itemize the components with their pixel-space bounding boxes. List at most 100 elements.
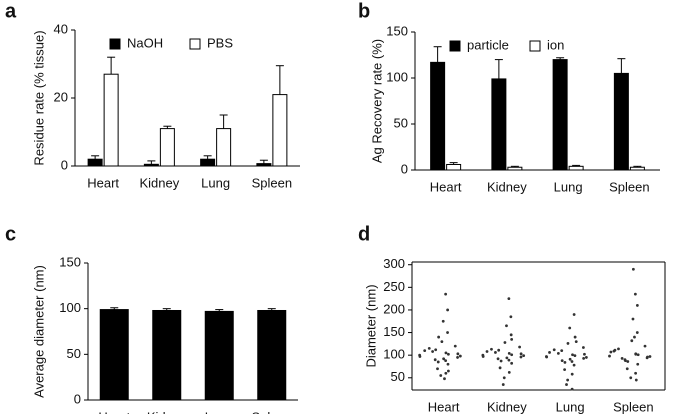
point bbox=[646, 355, 649, 359]
point bbox=[548, 351, 551, 354]
bar bbox=[257, 309, 287, 401]
y-tick-label: 150 bbox=[383, 324, 405, 339]
legend-label: PBS bbox=[207, 35, 233, 50]
point bbox=[518, 345, 522, 349]
bar bbox=[143, 163, 159, 167]
point bbox=[635, 331, 639, 334]
bar bbox=[159, 128, 175, 167]
point bbox=[444, 292, 448, 296]
point bbox=[634, 371, 637, 375]
legend-swatch bbox=[109, 38, 121, 50]
point bbox=[568, 326, 572, 330]
point bbox=[519, 352, 523, 356]
point bbox=[648, 355, 652, 358]
point bbox=[582, 356, 586, 360]
point bbox=[499, 359, 503, 363]
point bbox=[624, 359, 627, 363]
x-tick-label: Heart bbox=[428, 399, 460, 414]
y-tick-label: 150 bbox=[59, 254, 81, 269]
point bbox=[436, 360, 440, 364]
legend-label: particle bbox=[467, 37, 509, 52]
y-tick-label: 150 bbox=[386, 23, 408, 38]
point bbox=[566, 342, 570, 345]
point bbox=[573, 354, 577, 358]
point bbox=[434, 348, 438, 352]
point bbox=[446, 352, 450, 356]
legend-swatch bbox=[449, 40, 461, 52]
x-tick-label: Kidney bbox=[140, 175, 180, 190]
point bbox=[446, 308, 450, 312]
point bbox=[510, 353, 514, 357]
point bbox=[583, 352, 586, 356]
point bbox=[456, 352, 460, 356]
bar bbox=[200, 158, 216, 167]
x-tick-label: Kidney bbox=[487, 399, 527, 414]
point bbox=[570, 360, 574, 363]
point bbox=[573, 335, 577, 339]
point bbox=[570, 372, 574, 376]
bar bbox=[87, 158, 103, 167]
point bbox=[481, 355, 485, 358]
point bbox=[631, 267, 635, 271]
point bbox=[630, 339, 634, 343]
point bbox=[565, 383, 568, 386]
point bbox=[510, 361, 514, 365]
point bbox=[442, 357, 446, 361]
point bbox=[560, 349, 564, 353]
point bbox=[453, 344, 457, 348]
panel-label: a bbox=[5, 0, 17, 22]
bar bbox=[507, 166, 523, 171]
point bbox=[427, 346, 431, 350]
point bbox=[633, 292, 637, 296]
y-tick-label: 50 bbox=[391, 369, 405, 384]
y-tick-label: 0 bbox=[61, 157, 68, 172]
point bbox=[509, 315, 513, 319]
point bbox=[625, 367, 629, 371]
y-tick-label: 300 bbox=[383, 256, 405, 271]
point bbox=[572, 313, 576, 316]
bar bbox=[491, 78, 507, 171]
point bbox=[643, 344, 647, 348]
point bbox=[446, 362, 450, 366]
panel-label: c bbox=[5, 223, 16, 245]
legend-swatch bbox=[529, 40, 541, 52]
point bbox=[443, 377, 446, 381]
point bbox=[556, 351, 560, 355]
point bbox=[582, 346, 585, 349]
legend-label: ion bbox=[547, 37, 564, 52]
x-tick-label: Lung bbox=[205, 409, 234, 414]
x-tick-label: Kidney bbox=[487, 179, 527, 194]
point bbox=[507, 358, 511, 362]
bar bbox=[568, 165, 584, 171]
y-tick-label: 250 bbox=[383, 279, 405, 294]
point bbox=[560, 359, 564, 363]
bar bbox=[552, 59, 568, 171]
point bbox=[440, 340, 444, 344]
y-axis-title: Ag Recovery rate (%) bbox=[369, 39, 384, 163]
point bbox=[570, 387, 574, 391]
point bbox=[584, 356, 588, 359]
x-tick-label: Heart bbox=[87, 175, 119, 190]
point bbox=[441, 319, 445, 323]
bar bbox=[204, 310, 234, 401]
point bbox=[634, 352, 638, 356]
bar bbox=[256, 163, 272, 167]
point bbox=[501, 383, 505, 386]
point bbox=[505, 356, 509, 360]
point bbox=[629, 376, 633, 380]
point bbox=[503, 341, 507, 344]
y-axis-title: Diameter (nm) bbox=[363, 284, 378, 367]
y-axis-title: Residue rate (% tissue) bbox=[31, 30, 46, 165]
point bbox=[433, 358, 437, 362]
legend-label: NaOH bbox=[127, 35, 163, 50]
x-tick-label: Spleen bbox=[252, 175, 292, 190]
bar bbox=[103, 73, 119, 167]
point bbox=[552, 348, 556, 352]
point bbox=[633, 335, 636, 339]
y-tick-label: 0 bbox=[74, 391, 81, 406]
x-tick-label: Heart bbox=[98, 409, 130, 414]
y-tick-label: 0 bbox=[401, 161, 408, 176]
point bbox=[502, 376, 506, 380]
point bbox=[490, 347, 493, 351]
